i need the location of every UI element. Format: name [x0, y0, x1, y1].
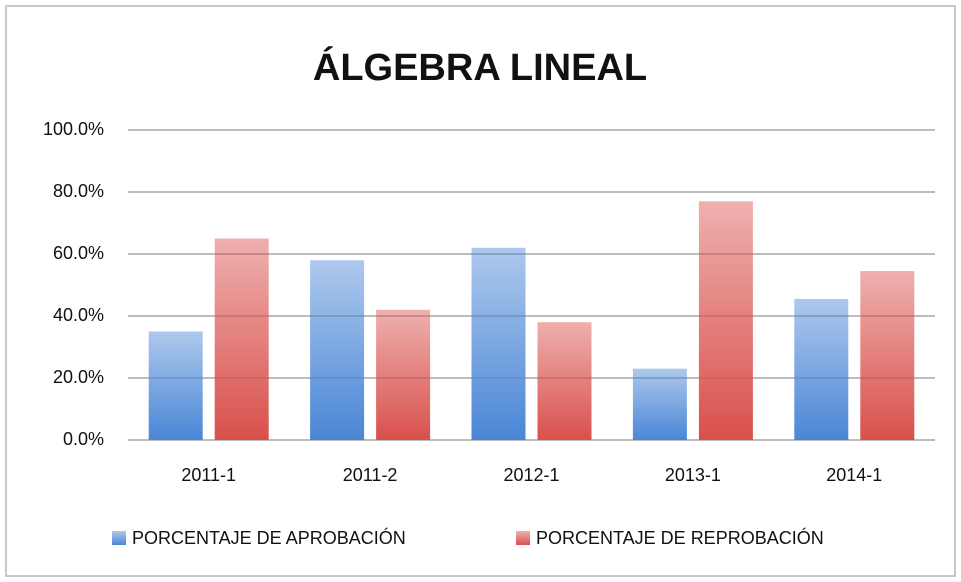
bar	[471, 247, 526, 440]
x-tick-label: 2012-1	[503, 465, 559, 485]
bar	[148, 331, 203, 440]
bar	[860, 271, 915, 440]
bar	[698, 201, 753, 440]
x-tick-label: 2011-1	[181, 465, 236, 485]
y-tick-label: 40.0%	[53, 305, 104, 325]
legend-swatch	[516, 531, 530, 545]
bar	[632, 368, 687, 440]
bar	[214, 238, 269, 440]
y-tick-label: 100.0%	[43, 119, 104, 139]
legend-swatch	[112, 531, 126, 545]
bar	[376, 309, 431, 440]
bar	[537, 322, 592, 440]
bar	[794, 298, 849, 440]
x-tick-label: 2011-2	[343, 465, 398, 485]
x-tick-label: 2014-1	[826, 465, 882, 485]
chart-title: ÁLGEBRA LINEAL	[313, 45, 647, 89]
y-tick-label: 80.0%	[53, 181, 104, 201]
legend-label: PORCENTAJE DE REPROBACIÓN	[536, 527, 824, 548]
x-tick-label: 2013-1	[665, 465, 721, 485]
y-tick-label: 20.0%	[53, 367, 104, 387]
y-tick-label: 0.0%	[63, 429, 104, 449]
bar	[310, 260, 365, 440]
legend-label: PORCENTAJE DE APROBACIÓN	[132, 527, 406, 548]
y-tick-label: 60.0%	[53, 243, 104, 263]
